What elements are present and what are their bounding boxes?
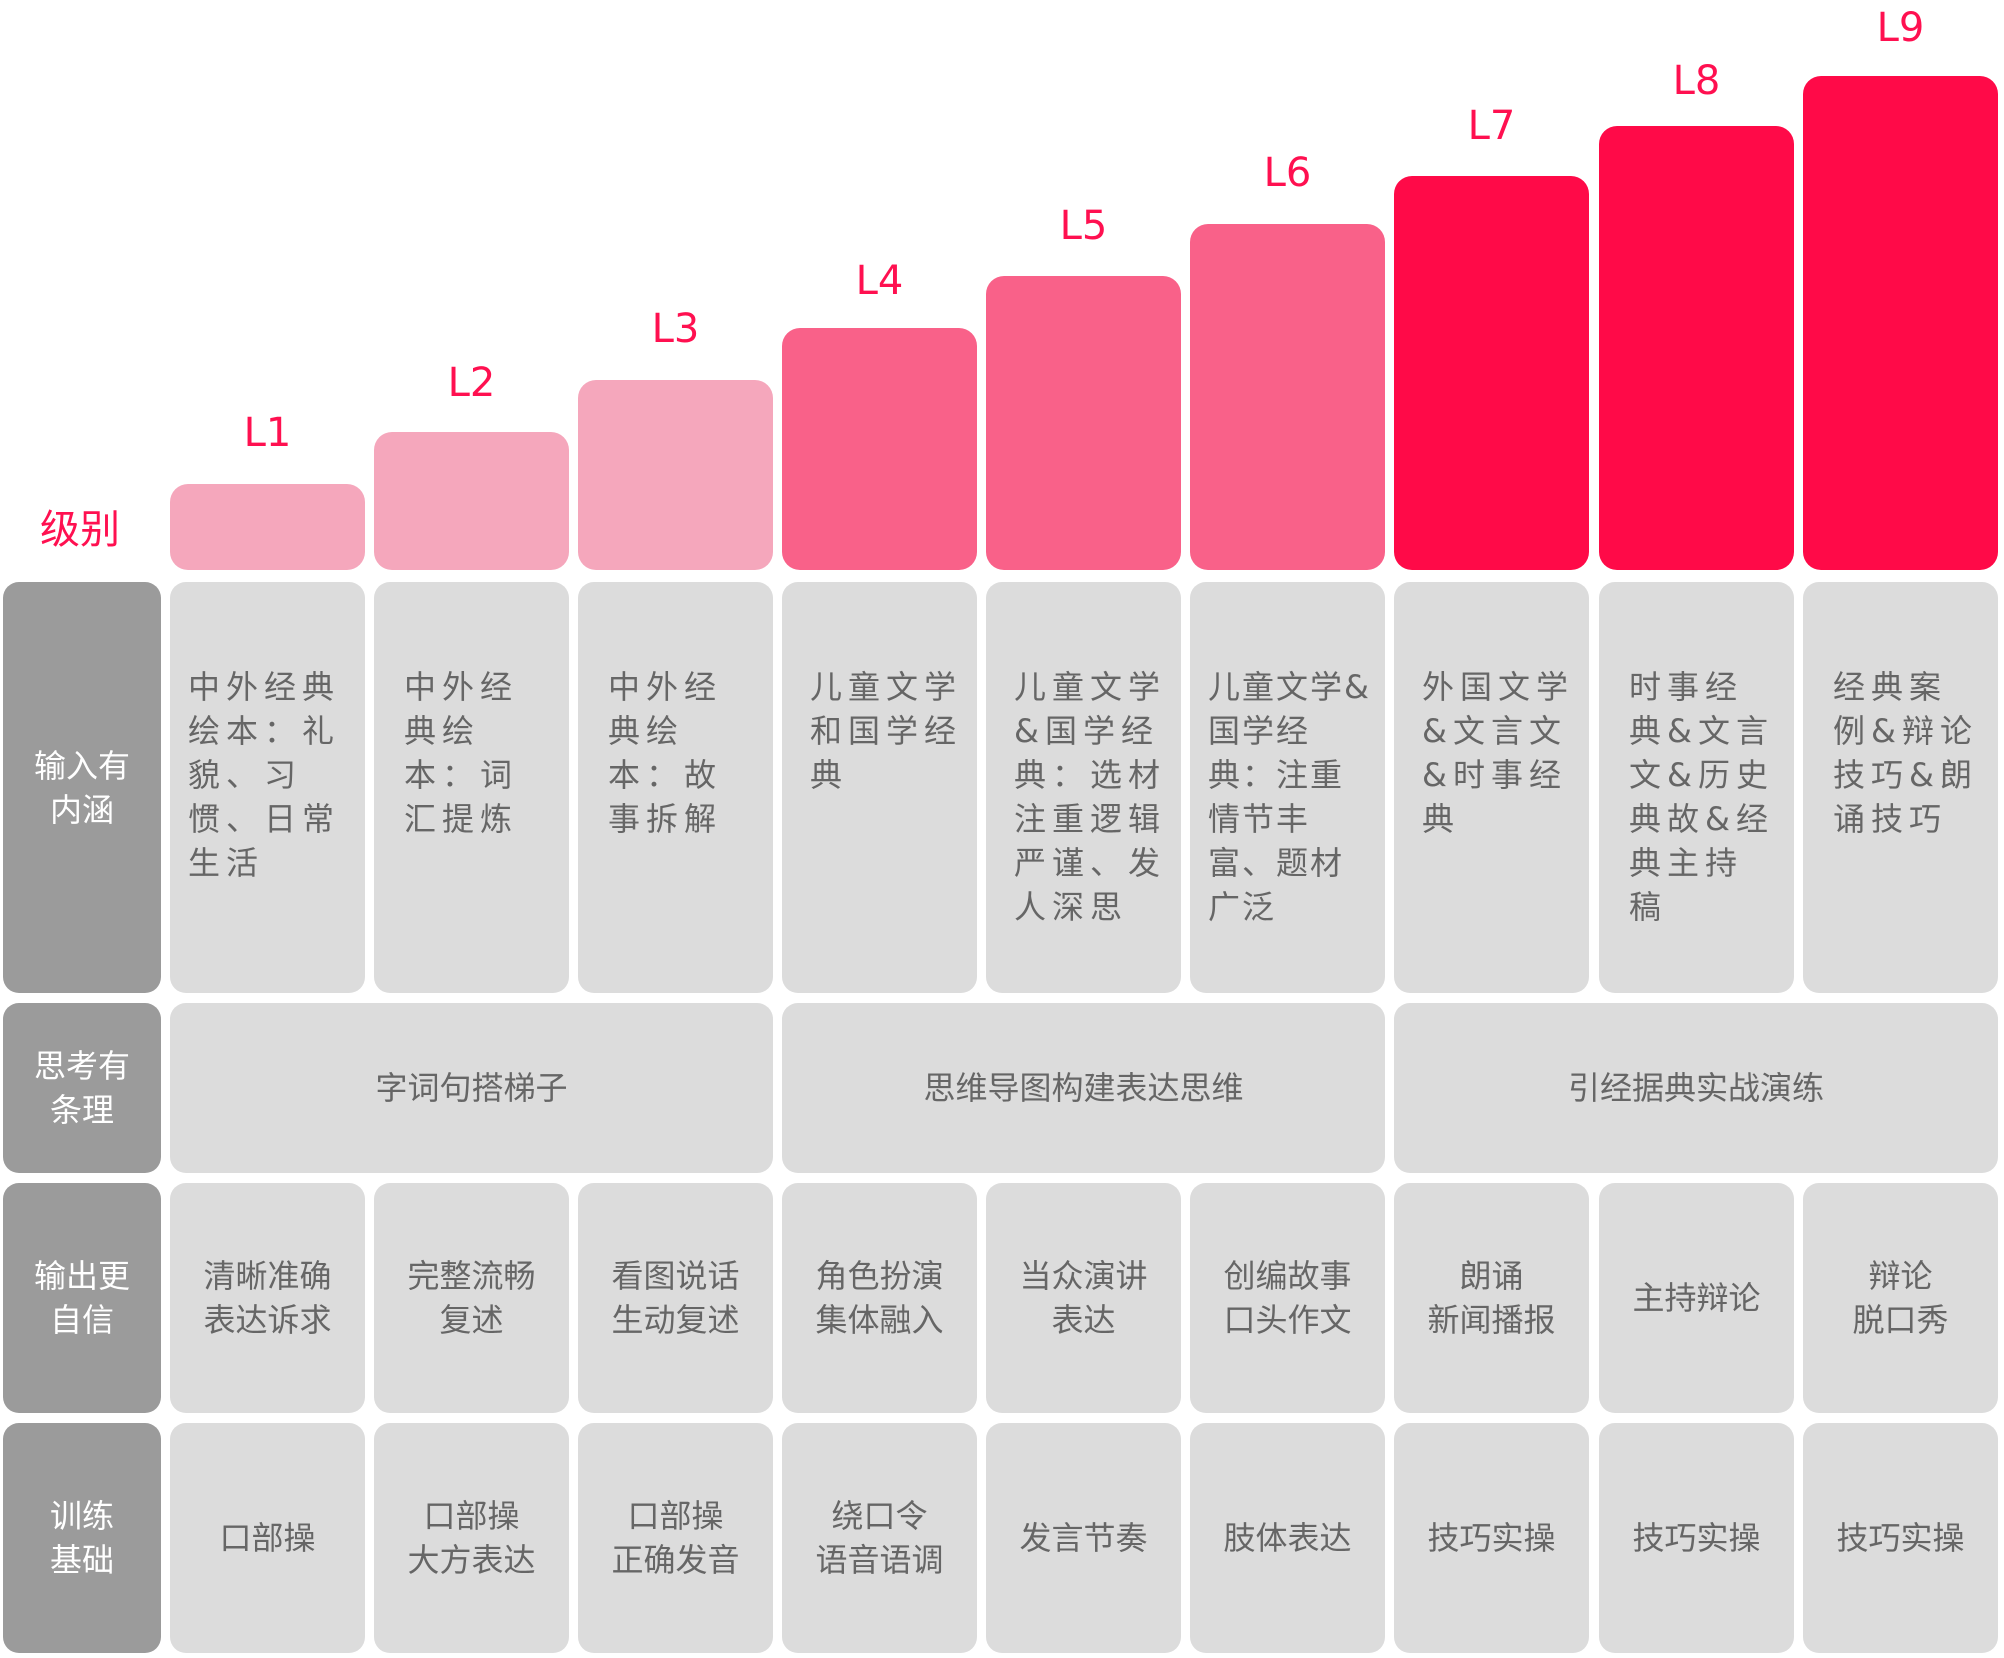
level-bar-3 <box>578 380 773 570</box>
row-header-thinking: 思考有 条理 <box>3 1003 161 1173</box>
training-cell-1: 口部操 <box>170 1423 365 1653</box>
training-cell-8: 技巧实操 <box>1599 1423 1794 1653</box>
input-cell-1: 中外经典绘本：礼貌、习惯、日常生活 <box>170 582 365 993</box>
training-cell-3: 口部操 正确发音 <box>578 1423 773 1653</box>
input-cell-8: 时事经典&文言文&历史典故&经典主持稿 <box>1599 582 1794 993</box>
output-cell-7: 朗诵 新闻播报 <box>1394 1183 1589 1413</box>
thinking-cell-3: 引经据典实战演练 <box>1394 1003 1998 1173</box>
output-cell-6: 创编故事 口头作文 <box>1190 1183 1385 1413</box>
input-cell-7: 外国文学&文言文&时事经典 <box>1394 582 1589 993</box>
level-bar-7 <box>1394 176 1589 570</box>
row-header-training: 训练 基础 <box>3 1423 161 1653</box>
output-cell-9: 辩论 脱口秀 <box>1803 1183 1998 1413</box>
level-bar-5 <box>986 276 1181 570</box>
row-header-input: 输入有 内涵 <box>3 582 161 993</box>
training-cell-2: 口部操 大方表达 <box>374 1423 569 1653</box>
level-label-4: L4 <box>855 258 904 304</box>
level-bar-4 <box>782 328 977 570</box>
training-cell-5: 发言节奏 <box>986 1423 1181 1653</box>
output-cell-2: 完整流畅 复述 <box>374 1183 569 1413</box>
input-cell-4: 儿童文学和国学经典 <box>782 582 977 993</box>
level-bar-8 <box>1599 126 1794 570</box>
thinking-cell-2: 思维导图构建表达思维 <box>782 1003 1385 1173</box>
level-label-2: L2 <box>447 360 496 406</box>
training-cell-9: 技巧实操 <box>1803 1423 1998 1653</box>
level-label-7: L7 <box>1467 103 1516 149</box>
input-cell-6: 儿童文学&国学经典：注重情节丰富、题材广泛 <box>1190 582 1385 993</box>
level-bar-9 <box>1803 76 1998 570</box>
level-header-label: 级别 <box>40 507 120 553</box>
training-cell-4: 绕口令 语音语调 <box>782 1423 977 1653</box>
level-bar-2 <box>374 432 569 570</box>
level-label-5: L5 <box>1059 203 1108 249</box>
level-label-6: L6 <box>1263 150 1312 196</box>
level-label-3: L3 <box>651 306 700 352</box>
input-cell-9: 经典案例&辩论技巧&朗诵技巧 <box>1803 582 1998 993</box>
output-cell-3: 看图说话 生动复述 <box>578 1183 773 1413</box>
level-label-8: L8 <box>1672 58 1721 104</box>
input-cell-2: 中外经典绘本：词汇提炼 <box>374 582 569 993</box>
input-cell-5: 儿童文学&国学经典：选材注重逻辑严谨、发人深思 <box>986 582 1181 993</box>
row-header-output: 输出更 自信 <box>3 1183 161 1413</box>
level-bar-1 <box>170 484 365 570</box>
output-cell-1: 清晰准确 表达诉求 <box>170 1183 365 1413</box>
level-bar-6 <box>1190 224 1385 570</box>
level-label-9: L9 <box>1876 5 1925 51</box>
output-cell-8: 主持辩论 <box>1599 1183 1794 1413</box>
thinking-cell-1: 字词句搭梯子 <box>170 1003 773 1173</box>
output-cell-5: 当众演讲 表达 <box>986 1183 1181 1413</box>
training-cell-7: 技巧实操 <box>1394 1423 1589 1653</box>
level-label-1: L1 <box>243 410 292 456</box>
input-cell-3: 中外经典绘本：故事拆解 <box>578 582 773 993</box>
training-cell-6: 肢体表达 <box>1190 1423 1385 1653</box>
output-cell-4: 角色扮演 集体融入 <box>782 1183 977 1413</box>
